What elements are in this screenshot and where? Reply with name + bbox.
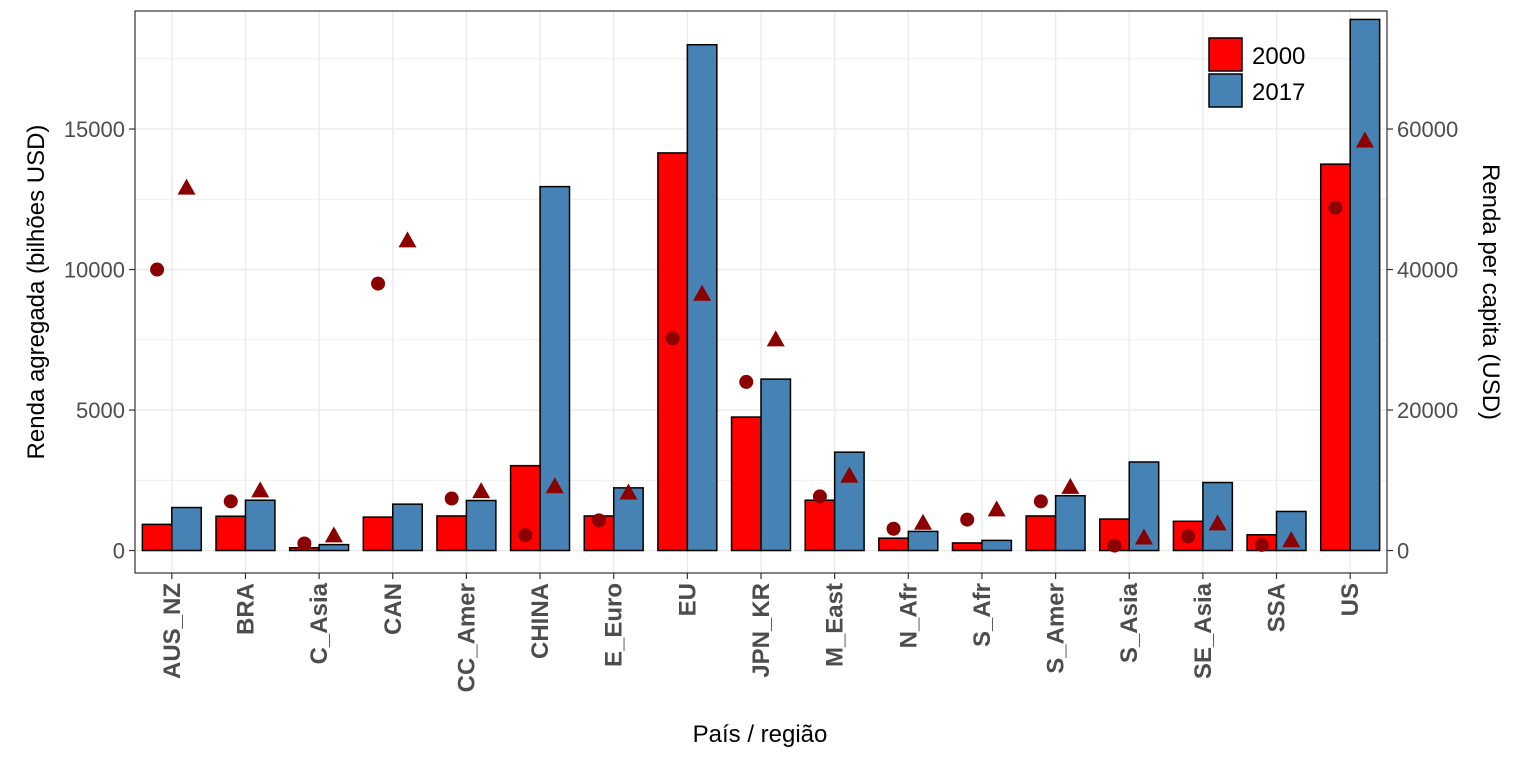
y2-tick-label: 60000: [1397, 117, 1458, 142]
per-capita-point-2000-CHINA: [518, 528, 533, 543]
bar-2000-JPN_KR: [730, 416, 762, 552]
bar-2017-C_Asia: [318, 543, 350, 552]
per-capita-point-2017-E_Euro: [619, 483, 638, 500]
bar-2000-AUS_NZ: [141, 523, 173, 552]
x-tick-label: SE_Asia: [1190, 582, 1217, 679]
y2-tick-label: 20000: [1397, 398, 1458, 423]
bar-2017-S_Afr: [981, 539, 1013, 552]
x-tick-label: CHINA: [527, 583, 554, 659]
x-tick-label: S_Amer: [1043, 583, 1070, 674]
y-tick-label: 0: [113, 539, 125, 564]
x-tick-label: M_East: [822, 583, 849, 667]
per-capita-point-2000-JPN_KR: [739, 374, 754, 389]
per-capita-point-2000-S_Afr: [960, 512, 975, 527]
per-capita-point-2017-CAN: [398, 231, 417, 248]
per-capita-point-2017-N_Afr: [914, 513, 933, 530]
axes: 0 5000 10000 15000 0 20000 40000 60000 AUS_NZ BRA…: [64, 117, 1458, 692]
per-capita-point-2017-SE_Asia: [1208, 514, 1227, 531]
x-tick-label: CC_Amer: [453, 583, 480, 692]
x-tick-label: S_Afr: [969, 583, 996, 647]
x-axis-title: País / região: [693, 721, 828, 748]
x-tick-label: BRA: [232, 583, 259, 635]
bar-2017-M_East: [833, 451, 865, 552]
y-tick-label: 15000: [64, 117, 125, 142]
per-capita-point-2017-BRA: [251, 481, 270, 498]
x-tick-label: EU: [674, 583, 701, 616]
bar-2000-S_Afr: [951, 542, 983, 552]
legend: 2000 2017: [1208, 37, 1305, 108]
per-capita-point-2000-SSA: [1254, 537, 1269, 552]
bar-2017-CC_Amer: [465, 499, 497, 552]
y2-tick-label: 40000: [1397, 258, 1458, 283]
x-tick-label: CAN: [380, 583, 407, 635]
x-tick-label: JPN_KR: [748, 583, 775, 678]
per-capita-point-2017-S_Amer: [1061, 477, 1080, 494]
x-tick-label: E_Euro: [601, 583, 628, 667]
per-capita-markers: [150, 131, 1374, 553]
per-capita-point-2017-JPN_KR: [766, 330, 785, 347]
y-axis-title: Renda agregada (bilhões USD): [23, 125, 50, 460]
bar-2017-CHINA: [539, 185, 571, 552]
legend-label-2017: 2017: [1252, 79, 1305, 106]
x-tick-label: S_Asia: [1116, 582, 1143, 663]
bar-2017-BRA: [244, 499, 276, 552]
per-capita-point-2017-AUS_NZ: [177, 178, 196, 195]
bar-2017-JPN_KR: [760, 378, 792, 552]
per-capita-point-2000-E_Euro: [591, 513, 606, 528]
bar-2000-EU: [657, 152, 689, 552]
per-capita-point-2017-C_Asia: [324, 526, 343, 543]
per-capita-point-2000-BRA: [223, 494, 238, 509]
per-capita-point-2017-EU: [693, 284, 712, 301]
per-capita-point-2000-CC_Amer: [444, 491, 459, 506]
bar-2000-N_Afr: [878, 537, 910, 552]
bar-2000-US: [1319, 163, 1351, 552]
bar-2017-N_Afr: [907, 530, 939, 552]
per-capita-point-2017-US: [1355, 131, 1374, 148]
x-tick-label: C_Asia: [306, 582, 333, 664]
per-capita-point-2000-AUS_NZ: [150, 262, 165, 277]
per-capita-point-2017-S_Asia: [1134, 528, 1153, 545]
bar-2000-CC_Amer: [436, 515, 468, 552]
per-capita-point-2000-S_Asia: [1107, 538, 1122, 553]
per-capita-point-2000-N_Afr: [886, 521, 901, 536]
y2-tick-label: 0: [1397, 539, 1409, 564]
bar-2017-S_Amer: [1054, 494, 1086, 552]
x-tick-label: US: [1337, 583, 1364, 616]
per-capita-point-2000-SE_Asia: [1181, 529, 1196, 544]
legend-swatch-2000: [1208, 37, 1243, 72]
per-capita-point-2000-CAN: [371, 276, 386, 291]
per-capita-point-2017-M_East: [840, 466, 859, 483]
bar-2000-BRA: [215, 515, 247, 552]
y-tick-label: 10000: [64, 258, 125, 283]
bar-2017-AUS_NZ: [171, 506, 203, 552]
bar-2000-CAN: [362, 516, 394, 552]
x-tick-label: N_Afr: [895, 583, 922, 648]
y2-axis-title: Renda per capita (USD): [1477, 164, 1504, 420]
per-capita-point-2000-EU: [665, 331, 680, 346]
per-capita-point-2017-S_Afr: [987, 500, 1006, 517]
per-capita-point-2017-SSA: [1282, 531, 1301, 548]
legend-swatch-2017: [1208, 73, 1243, 108]
per-capita-point-2017-CC_Amer: [472, 482, 491, 499]
bar-2017-CAN: [392, 503, 423, 552]
per-capita-point-2017-CHINA: [545, 477, 564, 494]
grid-lines: [135, 11, 1387, 573]
y-tick-label: 5000: [76, 398, 125, 423]
x-tick-label: AUS_NZ: [159, 583, 186, 679]
per-capita-point-2000-C_Asia: [297, 536, 312, 551]
per-capita-point-2000-S_Amer: [1033, 494, 1048, 509]
bar-2000-M_East: [804, 499, 836, 552]
legend-label-2000: 2000: [1252, 43, 1305, 70]
bar-series: [141, 18, 1381, 552]
per-capita-point-2000-US: [1328, 200, 1343, 215]
bar-2000-S_Amer: [1025, 515, 1057, 552]
x-tick-label: SSA: [1264, 583, 1291, 632]
per-capita-point-2000-M_East: [812, 489, 827, 504]
bar-2017-US: [1349, 18, 1381, 552]
